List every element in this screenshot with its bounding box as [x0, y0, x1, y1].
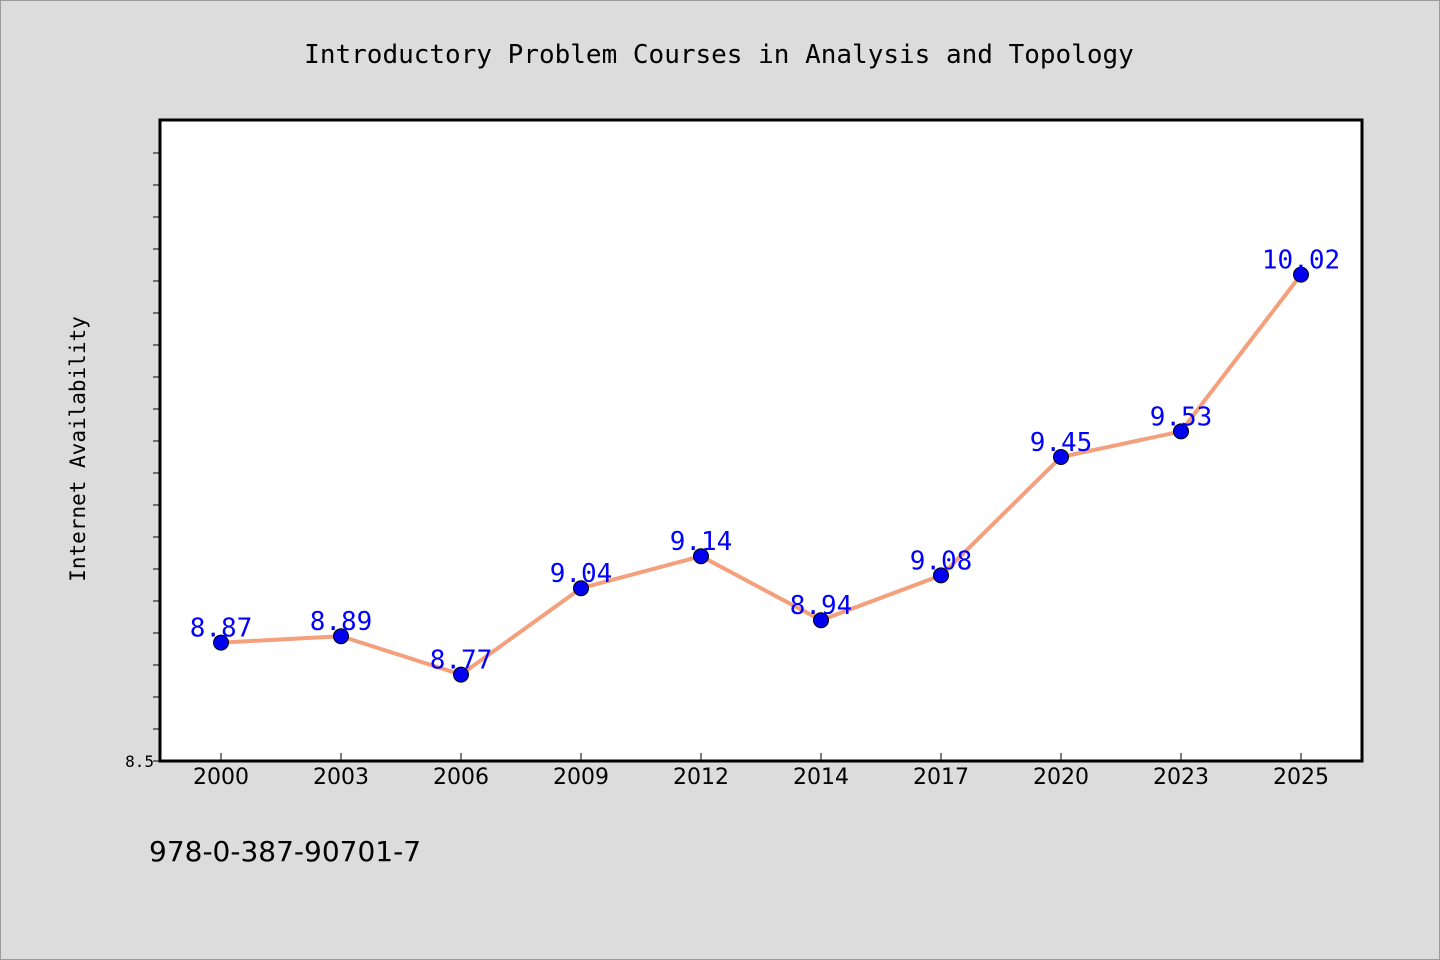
- data-label: 10.02: [1262, 246, 1340, 276]
- data-point: [693, 548, 709, 565]
- data-point: [1053, 449, 1069, 465]
- x-tick-label: 2006: [433, 765, 489, 790]
- data-label: 8.89: [310, 607, 373, 637]
- x-axis-ticks: 2000 2003 2006 2009 2012 2014 2017 2020 2023 2025: [193, 753, 1329, 790]
- data-point: [1293, 266, 1309, 283]
- data-label: 8.94: [790, 591, 853, 621]
- data-point: [933, 567, 949, 584]
- data-label: 8.77: [430, 646, 493, 676]
- x-tick-label: 2020: [1033, 765, 1089, 790]
- x-tick-label: 2025: [1273, 765, 1329, 790]
- data-point: [453, 666, 469, 683]
- x-tick-label: 2017: [913, 765, 969, 790]
- data-label: 8.87: [190, 614, 253, 644]
- data-series: 8.87 8.89 8.77 9.04 9.14 8.94 9.08 9.45 9.53 10.0…: [190, 246, 1340, 683]
- data-label: 9.08: [910, 546, 973, 576]
- plot-area: [158, 118, 1364, 763]
- y-axis-ticks: 8.5: [125, 152, 160, 771]
- x-tick-label: 2000: [193, 765, 249, 790]
- x-tick-label: 2014: [793, 765, 849, 790]
- x-tick-label: 2023: [1153, 765, 1209, 790]
- data-point: [1173, 423, 1189, 440]
- x-tick-label: 2012: [673, 765, 729, 790]
- y-axis-label: Internet Availability: [66, 316, 90, 582]
- y-tick-label: 8.5: [125, 752, 154, 771]
- data-point: [333, 628, 349, 645]
- data-point: [573, 580, 589, 597]
- data-label: 9.14: [670, 527, 733, 557]
- data-label: 9.53: [1150, 402, 1213, 432]
- x-tick-label: 2009: [553, 765, 609, 790]
- isbn-text: 978-0-387-90701-7: [149, 835, 422, 868]
- chart-title: Introductory Problem Courses in Analysis…: [304, 40, 1134, 70]
- x-tick-label: 2003: [313, 765, 369, 790]
- data-label: 9.04: [550, 559, 613, 589]
- data-point: [213, 634, 229, 651]
- data-point: [813, 612, 829, 629]
- series-line: [220, 273, 1303, 677]
- data-label: 9.45: [1030, 428, 1093, 458]
